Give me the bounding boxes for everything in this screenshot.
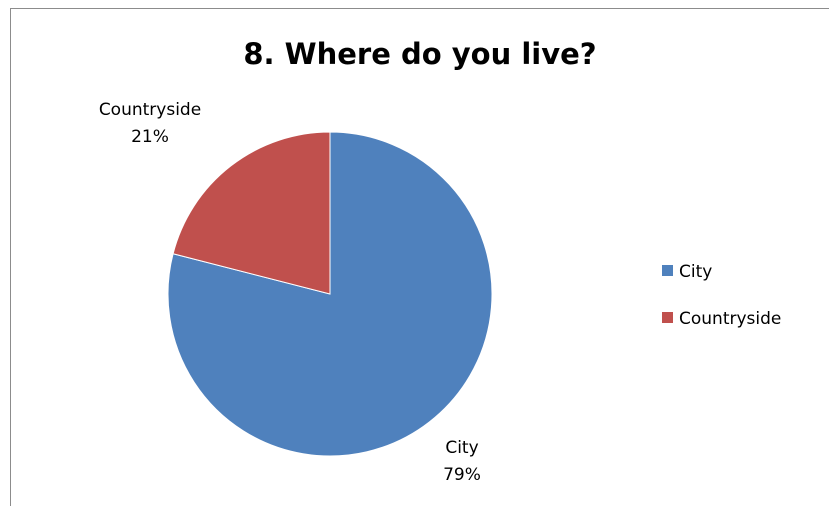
data-label-city-name: City — [445, 438, 478, 458]
pie-slices — [167, 131, 493, 457]
data-label-countryside-name: Countryside — [99, 100, 201, 120]
legend-swatch-city — [662, 265, 673, 276]
legend: City Countryside — [662, 262, 781, 329]
legend-label-city: City — [679, 262, 712, 282]
chart-title: 8. Where do you live? — [243, 37, 596, 71]
data-label-countryside: Countryside 21% — [99, 100, 201, 147]
legend-swatch-countryside — [662, 312, 673, 323]
legend-label-countryside: Countryside — [679, 309, 781, 329]
pie-slice-countryside — [172, 131, 331, 295]
data-label-city-value: 79% — [443, 465, 481, 485]
data-label-countryside-value: 21% — [131, 127, 169, 147]
data-label-city: City 79% — [443, 438, 481, 485]
